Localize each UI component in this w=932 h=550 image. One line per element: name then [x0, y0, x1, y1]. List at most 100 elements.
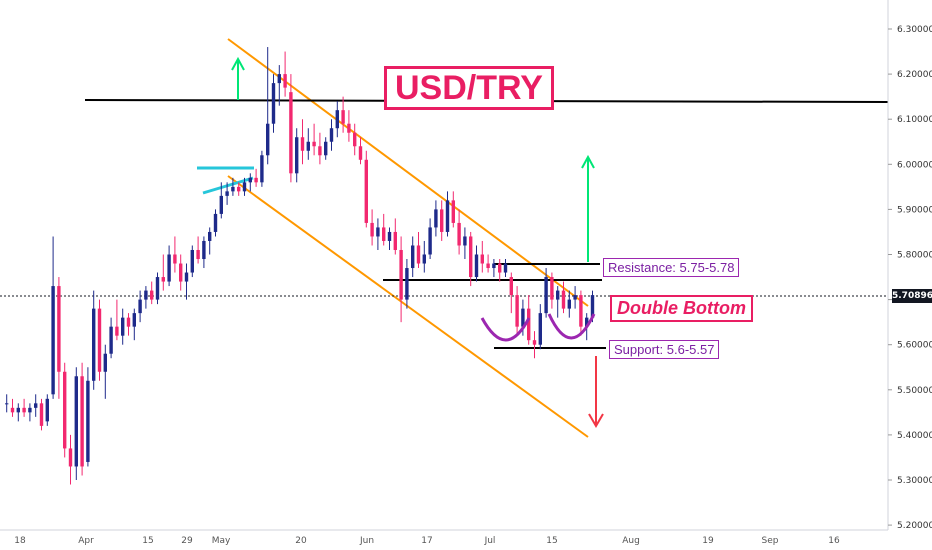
candle: [515, 286, 519, 336]
candle-body: [121, 317, 125, 336]
candle-body: [5, 403, 9, 405]
candle: [132, 308, 136, 341]
candle-body: [393, 231, 397, 250]
candle: [492, 259, 496, 278]
green-up-arrow-target: [581, 154, 595, 262]
candle-body: [353, 132, 357, 147]
candle: [451, 191, 455, 228]
candle: [382, 213, 386, 246]
candle-body: [515, 295, 519, 327]
candle-body: [126, 317, 131, 327]
candle-body: [231, 186, 235, 192]
candle: [16, 403, 20, 422]
candle: [266, 47, 270, 165]
candle-body: [196, 249, 200, 260]
price-tick-label: 5.30000: [897, 476, 932, 486]
candle: [63, 362, 67, 458]
date-tick-label: Aug: [622, 536, 640, 546]
candle-body: [92, 308, 96, 381]
candle: [190, 245, 194, 278]
candle: [57, 277, 61, 399]
candle-body: [341, 110, 345, 124]
candle: [179, 254, 183, 291]
double-bottom-label: Double Bottom: [610, 295, 753, 322]
candle-body: [486, 263, 490, 269]
candle: [109, 317, 113, 359]
candle-body: [80, 376, 84, 467]
price-tick-label: 5.80000: [897, 251, 932, 261]
candle: [376, 218, 380, 250]
candle: [208, 227, 212, 255]
candle: [283, 51, 287, 97]
date-tick-label: 15: [546, 536, 557, 546]
candle-body: [74, 376, 78, 467]
date-tick-label: May: [212, 536, 231, 546]
candle-body: [103, 353, 107, 372]
candle-body: [440, 209, 444, 232]
candle-body: [469, 236, 473, 278]
candle: [358, 137, 363, 165]
candle-body: [387, 231, 392, 241]
candle: [324, 137, 328, 160]
candle: [428, 218, 432, 260]
candle: [550, 272, 554, 309]
candle: [353, 123, 357, 156]
candle: [144, 286, 148, 309]
candle-body: [422, 254, 426, 264]
candle: [364, 150, 368, 228]
candle: [167, 245, 171, 287]
candle: [271, 74, 276, 133]
candle-body: [312, 141, 316, 147]
candle: [22, 398, 26, 417]
support-label: Support: 5.6-5.57: [609, 340, 720, 359]
candle-body: [416, 245, 421, 264]
candle-body: [590, 295, 595, 318]
candle: [579, 290, 583, 336]
candle-body: [63, 371, 67, 449]
date-tick-label: 16: [828, 536, 840, 546]
candle-body: [335, 110, 339, 129]
candle-body: [254, 177, 258, 183]
candle-body: [573, 295, 577, 300]
candle: [445, 191, 450, 237]
candle-body: [28, 407, 32, 413]
candle: [312, 123, 316, 156]
candle: [155, 272, 160, 305]
date-tick-label: Jul: [484, 536, 496, 546]
channel-upper-line: [227, 38, 589, 307]
candle-body: [266, 123, 270, 156]
candle-body: [521, 308, 525, 327]
candle: [399, 236, 403, 323]
date-axis: 18 Apr 15 29 May 20 Jun 17 Jul 15 Aug 19 Sep 16: [0, 529, 888, 546]
candle-body: [161, 277, 165, 282]
current-price-tag: 5.70896: [892, 289, 932, 303]
candle: [347, 110, 351, 142]
descending-channel: [227, 38, 589, 438]
candle: [219, 182, 223, 219]
candle: [306, 128, 310, 160]
candle: [248, 173, 252, 192]
candle: [161, 254, 165, 291]
date-tick-label: 20: [295, 536, 307, 546]
candle-body: [184, 272, 189, 282]
candle-body: [347, 123, 351, 133]
date-tick-label: 18: [14, 536, 26, 546]
candle: [573, 286, 577, 309]
red-down-arrow-target: [588, 356, 604, 428]
candle: [405, 259, 409, 309]
date-tick-label: Jun: [359, 536, 374, 546]
candle: [509, 272, 513, 314]
candle-body: [509, 277, 513, 296]
candle: [341, 96, 345, 133]
price-tick-label: 5.90000: [897, 205, 932, 215]
candle: [440, 200, 444, 241]
candle: [92, 290, 96, 390]
price-tick-label: 5.20000: [897, 521, 932, 531]
candle-body: [208, 231, 212, 241]
candle: [370, 209, 374, 246]
candle-body: [457, 222, 461, 246]
candle: [434, 200, 438, 237]
candle: [231, 177, 235, 196]
price-tick-label: 6.20000: [897, 70, 932, 80]
candle: [463, 227, 467, 260]
